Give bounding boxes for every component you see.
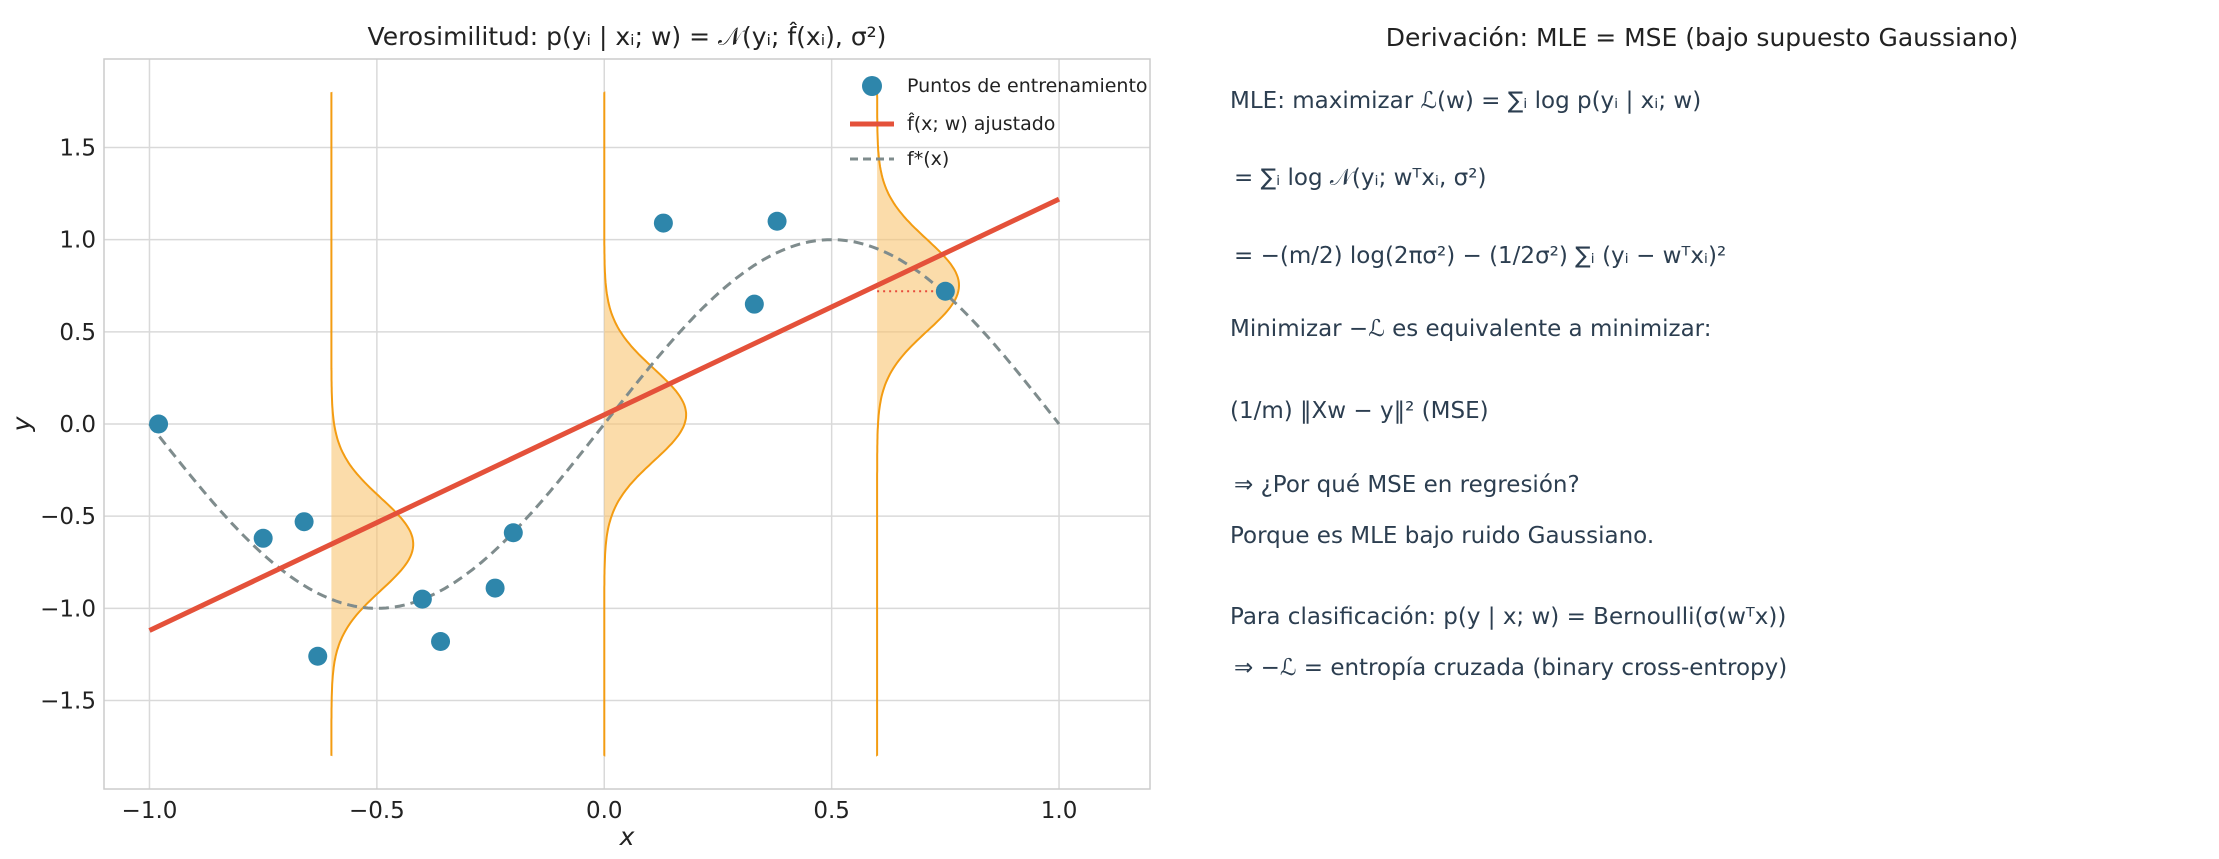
training-point: [744, 294, 764, 314]
y-tick-label: −1.0: [40, 596, 96, 622]
curves: [148, 196, 1061, 633]
training-point: [253, 528, 273, 548]
training-point: [431, 632, 451, 652]
legend-label-points: Puntos de entrenamiento: [907, 75, 1148, 97]
plot-area: −1.0 −0.5 0.0 0.5 1.0 −1.5 −1.0 −0.5 0.0 0.5 1.0 1…: [40, 58, 1151, 824]
training-point: [485, 578, 505, 598]
derivation-title: Derivación: MLE = MSE (bajo supuesto Gau…: [1386, 23, 2018, 52]
training-point: [767, 211, 787, 231]
x-tick-label: 0.0: [586, 798, 623, 824]
training-point: [503, 523, 523, 543]
x-axis-label: x: [619, 822, 635, 851]
gaussian-curve-1: [603, 91, 688, 757]
y-tick-label: −0.5: [40, 504, 96, 530]
derivation-line-2: = ∑ᵢ log 𝒩(yᵢ; wᵀxᵢ, σ²): [1234, 165, 1486, 191]
y-tick-label: −1.5: [40, 689, 96, 715]
plot-frame: [103, 58, 1151, 790]
x-tick-label: 0.5: [813, 798, 850, 824]
derivation-panel: Derivación: MLE = MSE (bajo supuesto Gau…: [1230, 23, 2018, 681]
training-points: [149, 211, 955, 666]
derivation-line-3: = −(m/2) log(2πσ²) − (1/2σ²) ∑ᵢ (yᵢ − wᵀ…: [1234, 243, 1726, 269]
x-tick-labels: −1.0 −0.5 0.0 0.5 1.0: [122, 798, 1078, 824]
y-axis-label: y: [7, 415, 36, 432]
legend-label-true: f*(x): [907, 148, 949, 170]
y-tick-label: 0.0: [59, 412, 96, 438]
training-point: [935, 281, 955, 301]
training-point: [412, 589, 432, 609]
derivation-line-1: MLE: maximizar ℒ(w) = ∑ᵢ log p(yᵢ | xᵢ; …: [1230, 88, 1701, 114]
x-tick-label: −0.5: [349, 798, 405, 824]
derivation-line-8: Para clasificación: p(y | x; w) = Bernou…: [1230, 604, 1786, 630]
derivation-line-5: (1/m) ‖Xw − y‖² (MSE): [1230, 398, 1489, 424]
gaussian-fill-0: [331, 92, 414, 756]
training-point: [149, 414, 169, 434]
y-tick-labels: −1.5 −1.0 −0.5 0.0 0.5 1.0 1.5: [40, 135, 96, 714]
training-point: [653, 213, 673, 233]
gaussian-fill-1: [604, 92, 687, 756]
fitted-line: [148, 196, 1061, 633]
legend: Puntos de entrenamiento f̂(x; w) ajustad…: [850, 75, 1148, 170]
y-tick-label: 1.5: [59, 135, 96, 161]
x-tick-label: 1.0: [1041, 798, 1078, 824]
legend-label-fitted: f̂(x; w) ajustado: [907, 113, 1055, 135]
gaussian-curve-2: [876, 91, 961, 757]
training-point: [294, 512, 314, 532]
y-tick-label: 0.5: [59, 320, 96, 346]
y-tick-label: 1.0: [59, 228, 96, 254]
derivation-line-9: ⇒ −ℒ = entropía cruzada (binary cross-en…: [1234, 655, 1787, 681]
derivation-line-6: ⇒ ¿Por qué MSE en regresión?: [1234, 472, 1580, 498]
x-tick-label: −1.0: [122, 798, 178, 824]
derivation-line-7: Porque es MLE bajo ruido Gaussiano.: [1230, 523, 1654, 549]
chart-title: Verosimilitud: p(yᵢ | xᵢ; w) = 𝒩(yᵢ; f̂(…: [368, 22, 887, 51]
legend-marker-points: [862, 76, 882, 96]
derivation-line-4: Minimizar −ℒ es equivalente a minimizar:: [1230, 316, 1711, 342]
gaussian-curve-0: [330, 91, 415, 757]
training-point: [308, 646, 328, 666]
